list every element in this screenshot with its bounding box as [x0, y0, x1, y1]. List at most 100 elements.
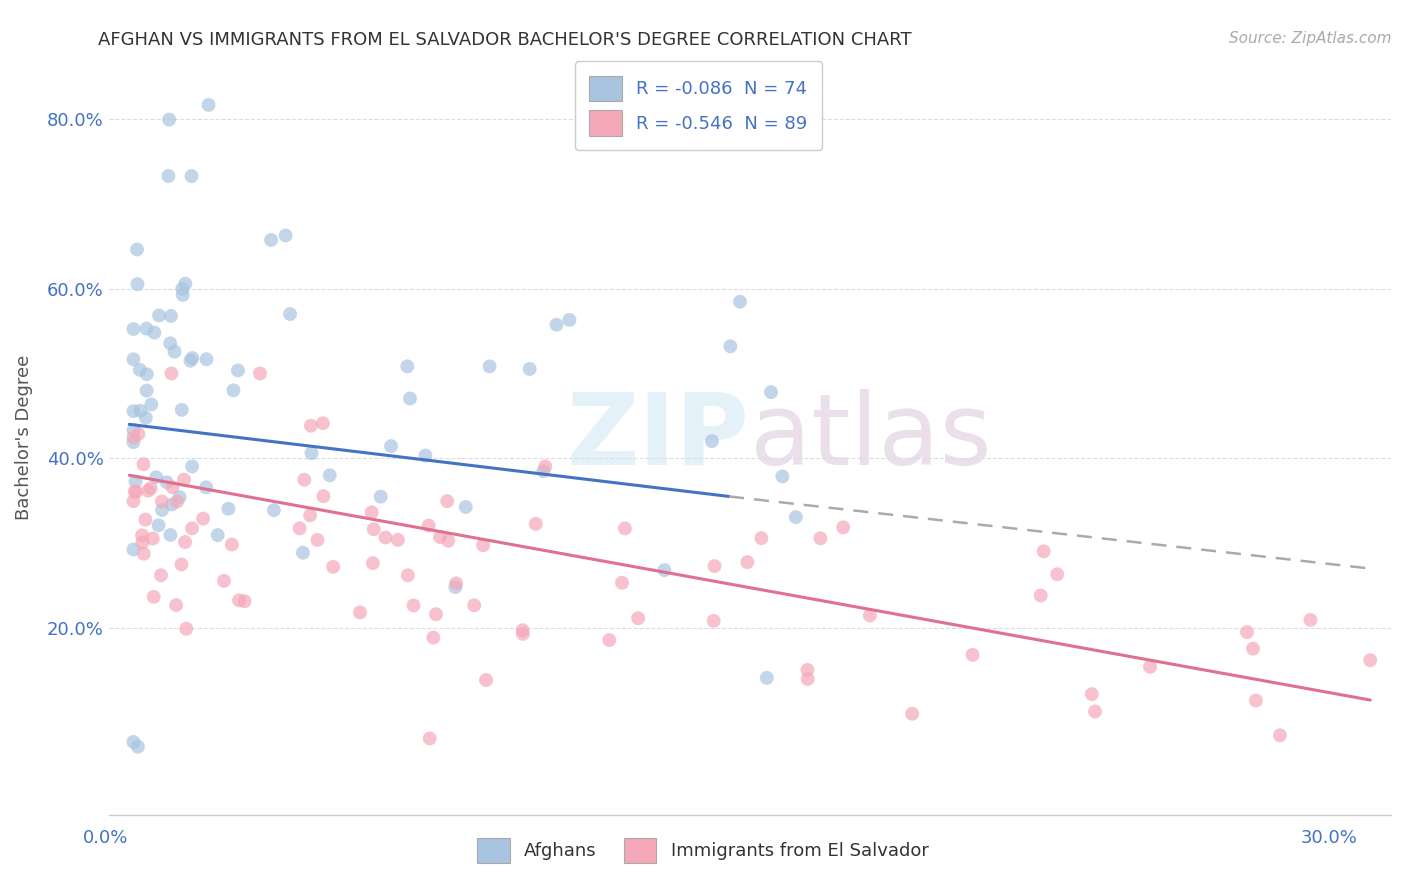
Point: [374, 531, 396, 545]
Point: [150, 503, 173, 517]
Point: [139, 481, 162, 495]
Point: [132, 457, 155, 471]
Point: [122, 542, 145, 557]
Point: [181, 459, 204, 474]
Point: [156, 475, 179, 490]
Point: [1299, 613, 1322, 627]
Point: [512, 624, 534, 638]
Point: [796, 663, 818, 677]
Point: [124, 484, 146, 499]
Point: [148, 518, 170, 533]
Point: [299, 508, 322, 523]
Point: [174, 535, 197, 549]
Point: [166, 494, 188, 508]
Point: [157, 169, 180, 183]
Point: [429, 530, 451, 544]
Point: [292, 473, 315, 487]
Point: [145, 470, 167, 484]
Point: [143, 326, 166, 340]
Point: [531, 464, 554, 478]
Point: [598, 633, 620, 648]
Point: [122, 430, 145, 444]
Point: [212, 574, 235, 588]
Point: [558, 313, 581, 327]
Point: [418, 518, 440, 533]
Point: [174, 622, 197, 636]
Legend: Afghans, Immigrants from El Salvador: Afghans, Immigrants from El Salvador: [468, 829, 938, 872]
Point: [703, 559, 725, 574]
Point: [307, 533, 329, 547]
Point: [249, 367, 271, 381]
Point: [728, 294, 751, 309]
Point: [274, 228, 297, 243]
Point: [1360, 653, 1382, 667]
Text: AFGHAN VS IMMIGRANTS FROM EL SALVADOR BACHELOR'S DEGREE CORRELATION CHART: AFGHAN VS IMMIGRANTS FROM EL SALVADOR BA…: [98, 31, 912, 49]
Point: [299, 418, 322, 433]
Point: [472, 538, 495, 552]
Point: [122, 352, 145, 367]
Point: [399, 392, 422, 406]
Point: [124, 475, 146, 489]
Point: [613, 521, 636, 535]
Point: [387, 533, 409, 547]
Point: [159, 528, 181, 542]
Point: [759, 385, 782, 400]
Point: [179, 353, 201, 368]
Point: [437, 533, 460, 548]
Point: [785, 510, 807, 524]
Point: [181, 351, 204, 365]
Point: [142, 532, 165, 546]
Point: [159, 336, 181, 351]
Point: [157, 112, 180, 127]
Point: [534, 459, 557, 474]
Point: [419, 731, 441, 746]
Point: [519, 362, 541, 376]
Point: [755, 671, 778, 685]
Point: [1139, 660, 1161, 674]
Point: [363, 522, 385, 536]
Point: [135, 368, 157, 382]
Point: [291, 546, 314, 560]
Point: [195, 480, 218, 494]
Point: [627, 611, 650, 625]
Point: [142, 590, 165, 604]
Point: [654, 563, 676, 577]
Point: [169, 490, 191, 504]
Point: [312, 416, 335, 430]
Point: [260, 233, 283, 247]
Point: [444, 580, 467, 594]
Point: [396, 568, 419, 582]
Point: [129, 404, 152, 418]
Point: [127, 739, 149, 754]
Text: 0.0%: 0.0%: [83, 829, 128, 847]
Point: [160, 498, 183, 512]
Point: [131, 535, 153, 549]
Point: [444, 576, 467, 591]
Point: [135, 410, 157, 425]
Point: [1046, 567, 1069, 582]
Point: [322, 559, 344, 574]
Point: [127, 427, 149, 442]
Point: [160, 309, 183, 323]
Point: [128, 363, 150, 377]
Point: [610, 575, 633, 590]
Point: [288, 521, 311, 535]
Point: [349, 605, 371, 619]
Point: [718, 339, 741, 353]
Text: ZIP: ZIP: [567, 389, 749, 485]
Point: [122, 322, 145, 336]
Point: [436, 494, 458, 508]
Text: atlas: atlas: [749, 389, 991, 485]
Point: [1084, 705, 1107, 719]
Point: [962, 648, 984, 662]
Point: [1241, 641, 1264, 656]
Point: [132, 547, 155, 561]
Point: [422, 631, 444, 645]
Legend: R = -0.086  N = 74, R = -0.546  N = 89: R = -0.086 N = 74, R = -0.546 N = 89: [575, 61, 823, 150]
Point: [832, 520, 855, 534]
Point: [162, 480, 184, 494]
Point: [1029, 589, 1052, 603]
Point: [263, 503, 285, 517]
Point: [859, 608, 882, 623]
Point: [512, 627, 534, 641]
